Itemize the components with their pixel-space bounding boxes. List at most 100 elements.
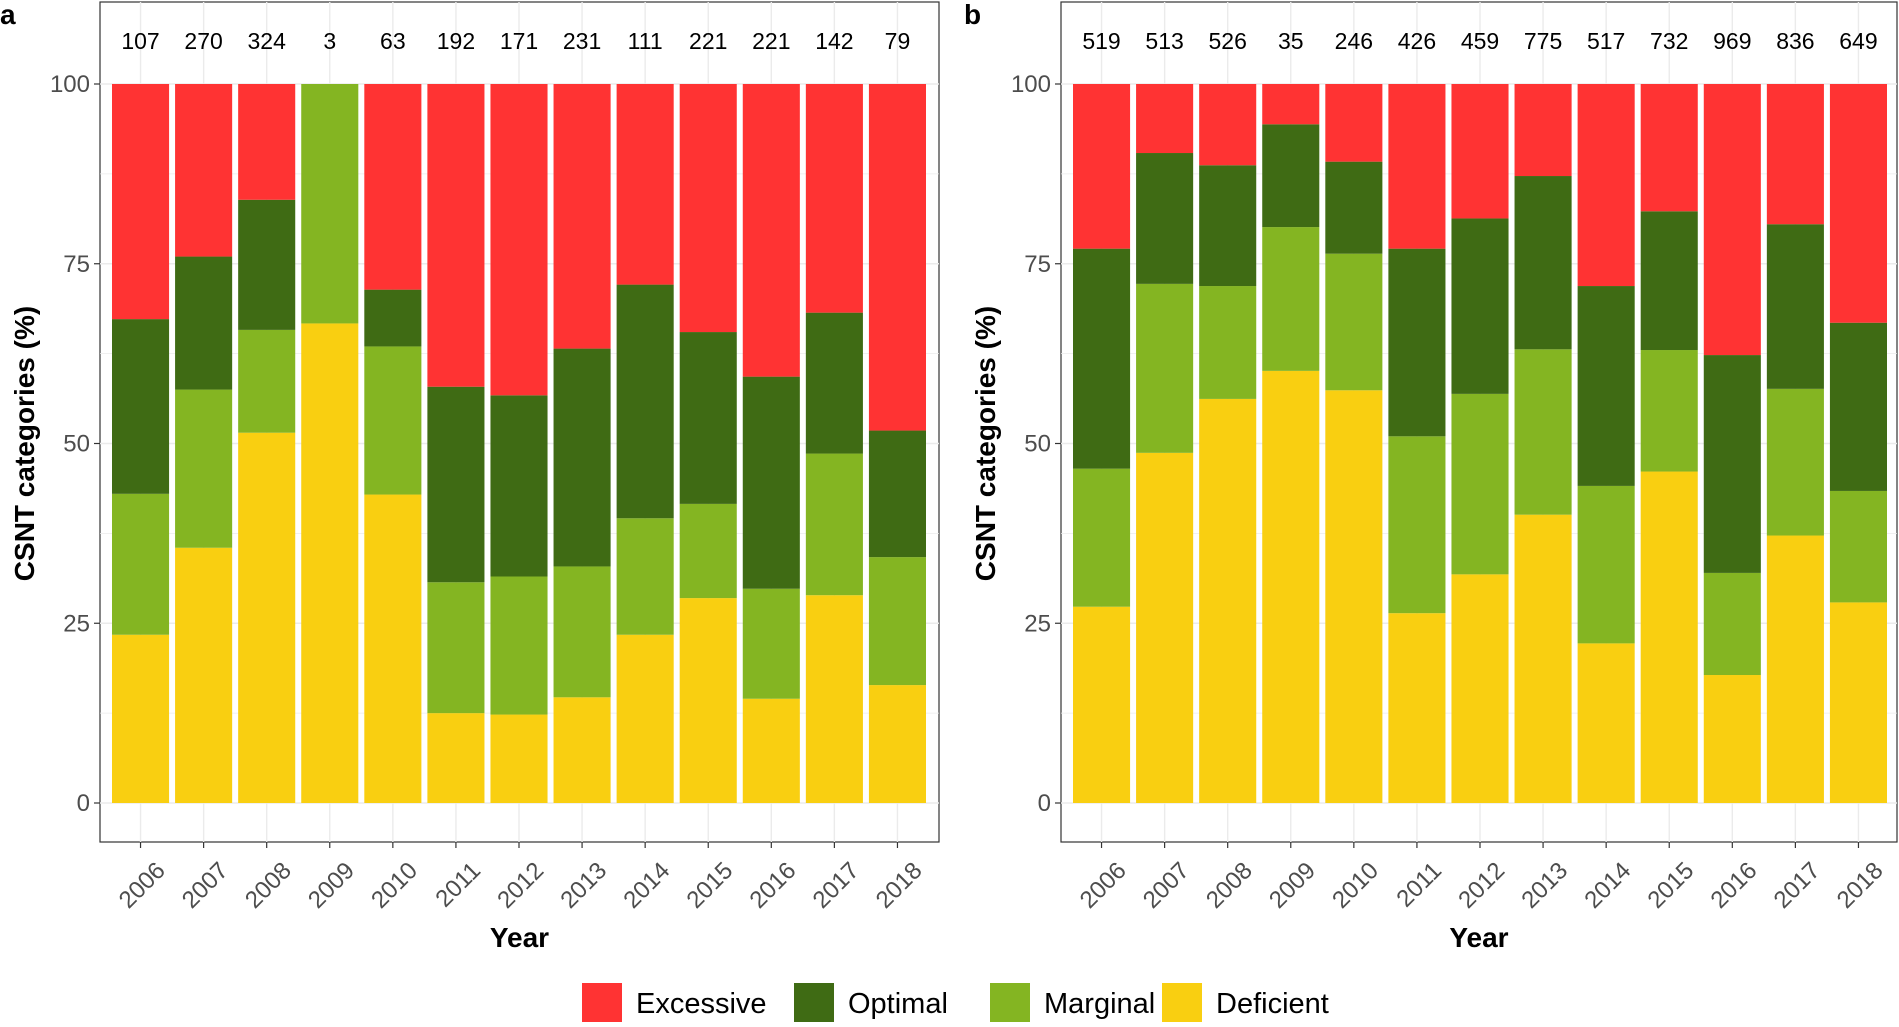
- bar-marginal-2007: [1136, 283, 1194, 453]
- bar-excessive-2015: [679, 84, 737, 333]
- bar-marginal-2011: [427, 582, 485, 714]
- bar-marginal-2008: [1199, 286, 1257, 399]
- bar-excessive-2008: [238, 84, 296, 200]
- x-tick-label: 2006: [1075, 857, 1132, 914]
- legend-swatch: [1162, 983, 1202, 1023]
- bar-excessive-2014: [1577, 84, 1635, 287]
- bar-marginal-2018: [868, 557, 926, 686]
- legend-item-deficient: Deficient: [1162, 983, 1329, 1023]
- x-axis-title: Year: [1449, 922, 1508, 953]
- legend-item-excessive: Excessive: [582, 983, 767, 1023]
- bar-excessive-2006: [112, 84, 170, 320]
- count-label: 79: [885, 28, 911, 54]
- count-label: 231: [563, 28, 601, 54]
- bar-optimal-2017: [1766, 224, 1824, 389]
- bar-optimal-2011: [1388, 248, 1446, 437]
- bar-optimal-2008: [238, 199, 296, 330]
- bar-deficient-2010: [364, 494, 422, 803]
- bar-optimal-2009: [1262, 124, 1320, 228]
- bar-deficient-2007: [1136, 452, 1194, 803]
- x-tick-label: 2015: [1643, 857, 1700, 914]
- bar-marginal-2012: [490, 576, 548, 715]
- bar-marginal-2006: [1073, 468, 1131, 607]
- bar-marginal-2009: [301, 84, 359, 324]
- bar-excessive-2007: [1136, 84, 1194, 154]
- bar-marginal-2010: [364, 346, 422, 495]
- count-label: 526: [1209, 28, 1247, 54]
- bar-excessive-2009: [1262, 84, 1320, 125]
- x-tick-label: 2014: [1579, 857, 1636, 914]
- bar-optimal-2010: [364, 289, 422, 347]
- bar-optimal-2018: [868, 430, 926, 558]
- panel-b: 519 2006 513 2007 526 2008 35 2009 246 2010 426 201…: [964, 0, 1898, 953]
- bar-deficient-2009: [301, 323, 359, 803]
- count-label: 649: [1839, 28, 1877, 54]
- count-label: 513: [1145, 28, 1183, 54]
- bar-optimal-2016: [742, 376, 800, 589]
- bar-marginal-2016: [1703, 572, 1761, 676]
- bar-excessive-2017: [805, 84, 863, 313]
- y-tick-label: 75: [63, 251, 90, 278]
- legend: Excessive Optimal Marginal Deficient: [582, 983, 1329, 1023]
- bar-excessive-2012: [1451, 84, 1509, 219]
- bar-optimal-2012: [490, 395, 548, 577]
- bar-deficient-2016: [742, 698, 800, 803]
- x-tick-label: 2018: [1832, 857, 1889, 914]
- bar-marginal-2010: [1325, 253, 1383, 391]
- bar-optimal-2006: [1073, 248, 1131, 469]
- bar-marginal-2012: [1451, 393, 1509, 575]
- bar-deficient-2018: [868, 685, 926, 803]
- bar-excessive-2006: [1073, 84, 1131, 249]
- bar-marginal-2014: [616, 518, 674, 635]
- x-tick-label: 2012: [1453, 857, 1510, 914]
- count-label: 836: [1776, 28, 1814, 54]
- bar-optimal-2006: [112, 319, 170, 494]
- bar-deficient-2017: [805, 595, 863, 803]
- bar-marginal-2009: [1262, 227, 1320, 371]
- bar-excessive-2018: [868, 84, 926, 431]
- x-tick-label: 2010: [366, 857, 423, 914]
- bar-optimal-2011: [427, 386, 485, 583]
- bar-marginal-2017: [805, 453, 863, 596]
- bar-deficient-2010: [1325, 390, 1383, 803]
- bar-optimal-2015: [1640, 211, 1698, 351]
- count-label: 192: [437, 28, 475, 54]
- bar-excessive-2013: [1514, 84, 1572, 177]
- count-label: 171: [500, 28, 538, 54]
- count-label: 969: [1713, 28, 1751, 54]
- count-label: 221: [689, 28, 727, 54]
- bar-excessive-2012: [490, 84, 548, 396]
- bar-deficient-2017: [1766, 535, 1824, 803]
- count-label: 107: [121, 28, 159, 54]
- x-tick-label: 2009: [1264, 857, 1321, 914]
- bar-optimal-2012: [1451, 218, 1509, 394]
- bar-optimal-2015: [679, 332, 737, 504]
- bar-optimal-2017: [805, 312, 863, 454]
- count-label: 3: [323, 28, 336, 54]
- x-tick-label: 2015: [682, 857, 739, 914]
- bar-deficient-2015: [1640, 471, 1698, 803]
- bar-marginal-2014: [1577, 485, 1635, 644]
- panel-a: 107 2006 270 2007 324 2008 3 2009 63 2010 192 2011 1…: [0, 0, 940, 953]
- bar-marginal-2016: [742, 588, 800, 699]
- bar-excessive-2011: [427, 84, 485, 387]
- x-tick-label: 2017: [808, 857, 865, 914]
- bar-marginal-2007: [175, 389, 233, 548]
- legend-label: Marginal: [1044, 988, 1155, 1020]
- count-label: 246: [1335, 28, 1373, 54]
- count-label: 426: [1398, 28, 1436, 54]
- x-tick-label: 2009: [303, 857, 360, 914]
- count-label: 517: [1587, 28, 1625, 54]
- x-tick-label: 2016: [745, 857, 802, 914]
- bar-optimal-2016: [1703, 355, 1761, 573]
- x-tick-label: 2013: [1516, 857, 1573, 914]
- y-tick-label: 75: [1024, 251, 1051, 278]
- bar-excessive-2017: [1766, 84, 1824, 225]
- y-tick-label: 100: [1011, 71, 1051, 98]
- bar-optimal-2010: [1325, 161, 1383, 254]
- y-tick-label: 0: [1038, 790, 1051, 817]
- x-tick-label: 2007: [177, 857, 234, 914]
- y-axis-title: CSNT categories (%): [970, 306, 1001, 581]
- bar-deficient-2014: [1577, 643, 1635, 803]
